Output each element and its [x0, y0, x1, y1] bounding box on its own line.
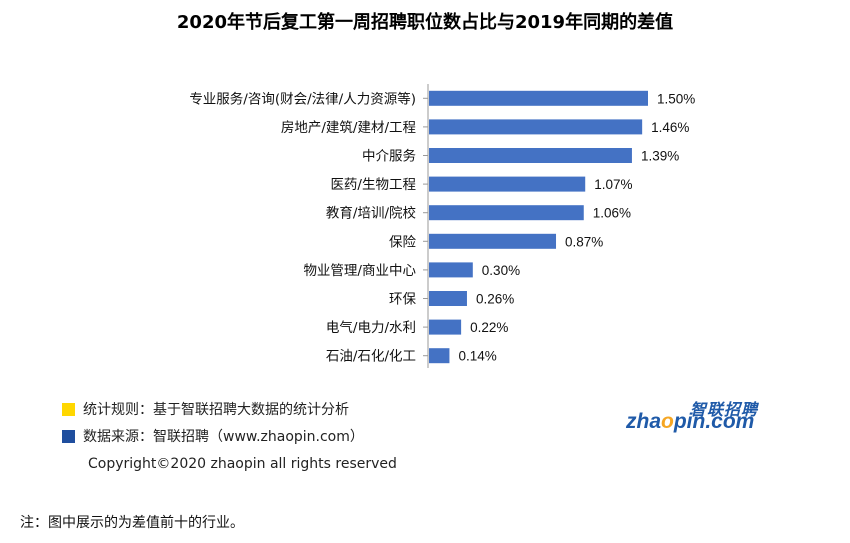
data-label: 0.30% [482, 263, 520, 278]
bar [429, 291, 467, 306]
data-label: 1.50% [657, 91, 695, 106]
bar [429, 262, 473, 278]
category-label: 保险 [389, 234, 416, 250]
category-label: 石油/石化/化工 [326, 349, 416, 365]
bar [429, 205, 584, 221]
data-label: 0.87% [565, 234, 603, 249]
footnote-text: 注：图中展示的为差值前十的行业。 [20, 515, 244, 531]
zhaopin-logo: 智联招聘 zhaopin.com [626, 398, 762, 436]
data-label: 1.39% [641, 149, 679, 164]
category-label: 中介服务 [362, 149, 416, 165]
yellow-square-icon [62, 402, 75, 416]
category-label: 房地产/建筑/建材/工程 [281, 120, 416, 136]
data-label: 1.07% [594, 177, 632, 192]
logo-domain-text: zhaopin.com [626, 410, 755, 433]
data-label: 0.14% [458, 349, 496, 364]
bar [429, 233, 557, 249]
copyright-text: Copyright©2020 zhaopin all rights reserv… [88, 456, 397, 472]
data-label: 0.22% [470, 320, 508, 335]
category-label: 医药/生物工程 [330, 177, 416, 193]
data-label: 0.26% [476, 292, 514, 307]
legend-rule: 统计规则：基于智联招聘大数据的统计分析 [62, 399, 349, 419]
legend-rule-label: 统计规则：基于智联招聘大数据的统计分析 [83, 402, 349, 418]
logo-accent: o [661, 410, 674, 433]
data-label: 1.46% [651, 120, 689, 135]
bar [429, 119, 643, 135]
blue-square-icon [62, 429, 75, 443]
data-label: 1.06% [593, 206, 631, 221]
bar [429, 90, 648, 106]
bar [429, 348, 450, 364]
bar [429, 148, 632, 163]
logo-brand-text: 智联招聘 [689, 400, 758, 419]
category-label: 电气/电力/水利 [326, 320, 416, 336]
category-label: 物业管理/商业中心 [303, 263, 416, 279]
legend-source: 数据来源：智联招聘（www.zhaopin.com） [62, 426, 364, 446]
category-label: 教育/培训/院校 [326, 205, 417, 222]
category-label: 环保 [389, 292, 416, 308]
bar [429, 176, 586, 192]
legend-source-label: 数据来源：智联招聘（www.zhaopin.com） [83, 429, 364, 445]
chart-title: 2020年节后复工第一周招聘职位数占比与2019年同期的差值 [176, 12, 674, 33]
category-label: 专业服务/咨询(财会/法律/人力资源等) [189, 90, 416, 107]
bar-chart: 专业服务/咨询(财会/法律/人力资源等) 1.50% 房地产/建筑/建材/工程 1.4… [189, 84, 695, 368]
bar [429, 319, 462, 335]
